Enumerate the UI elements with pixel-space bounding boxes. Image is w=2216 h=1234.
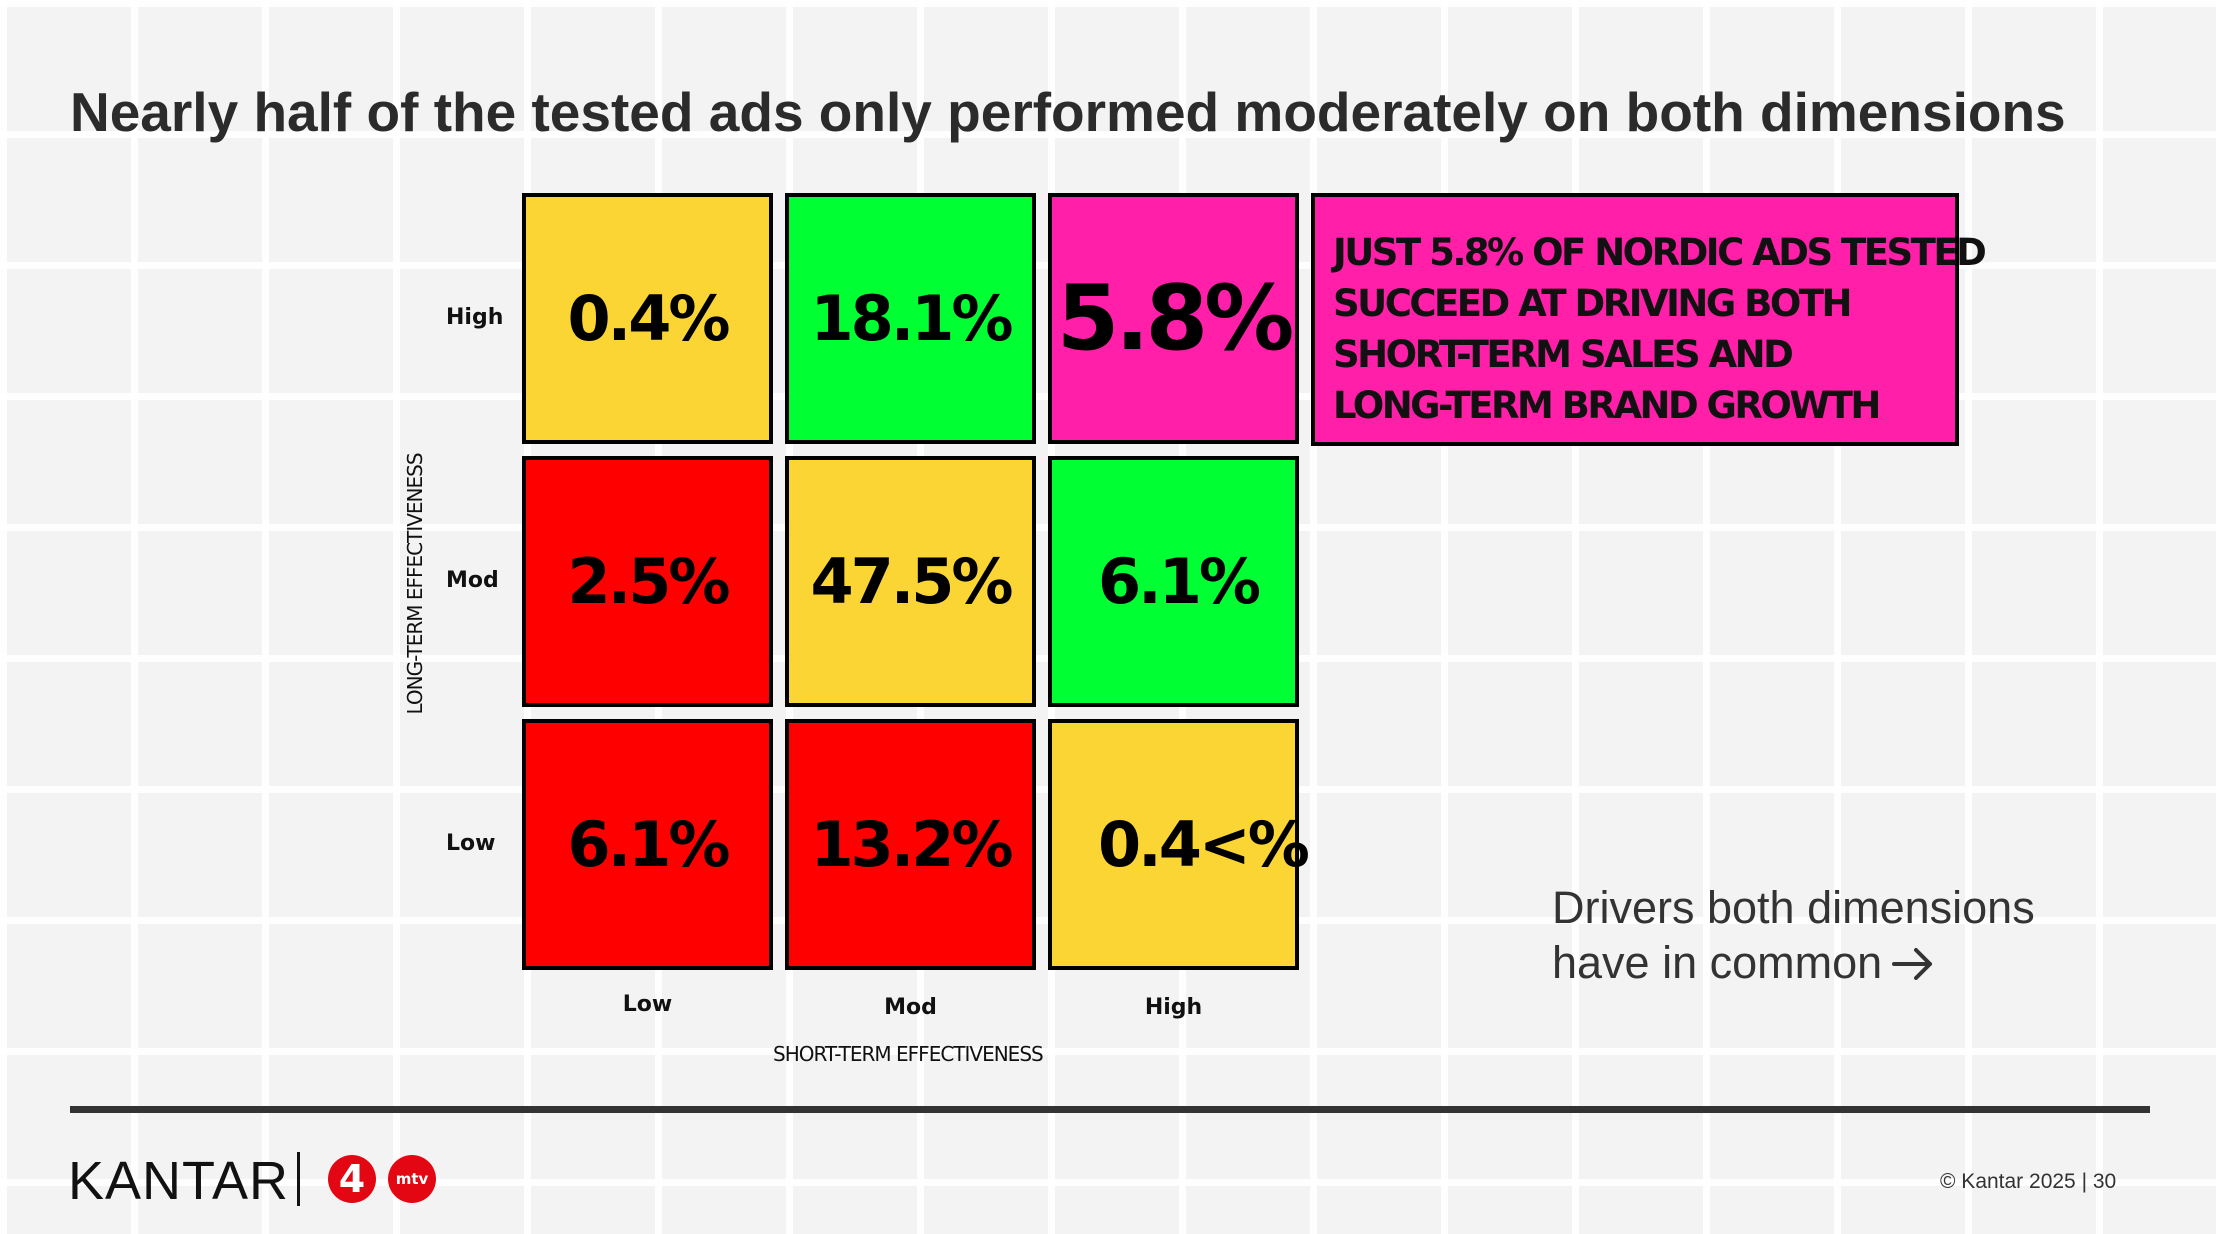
matrix-cell-high-low: 0.4%	[522, 193, 773, 444]
matrix-cell-high-high: 5.8%	[1048, 193, 1299, 444]
x-axis-title: SHORT-TERM EFFECTIVENESS	[773, 1042, 1044, 1066]
mtv-logo: mtv	[388, 1155, 436, 1203]
matrix-cell-low-low: 6.1%	[522, 719, 773, 970]
footer-divider	[70, 1106, 2150, 1113]
matrix-cell-low-mod: 13.2%	[785, 719, 1036, 970]
callout-line: SHORT-TERM SALES AND	[1333, 333, 1794, 376]
arrow-right-icon	[1892, 939, 1936, 994]
matrix-cell-low-high: 0.4<%	[1048, 719, 1310, 970]
slide-title: Nearly half of the tested ads only perfo…	[70, 81, 2066, 143]
x-tick-label: Mod	[884, 995, 937, 1020]
drivers-link[interactable]: Drivers both dimensions have in common	[1552, 880, 2035, 994]
logo-divider	[297, 1152, 300, 1206]
matrix-cell-mod-high: 6.1%	[1048, 456, 1299, 707]
y-axis-title: LONG-TERM EFFECTIVENESS	[403, 453, 427, 715]
tv4-logo: 4	[328, 1155, 376, 1203]
y-tick-label: High	[446, 304, 504, 330]
matrix-cell-mod-low: 2.5%	[522, 456, 773, 707]
callout-line: LONG-TERM BRAND GROWTH	[1333, 384, 1881, 427]
matrix-cell-mod-mod: 47.5%	[785, 456, 1036, 707]
copyright-text: © Kantar 2025 | 30	[1940, 1170, 2117, 1193]
y-tick-label: Mod	[446, 567, 499, 593]
callout-line: JUST 5.8% OF NORDIC ADS TESTED	[1333, 231, 1987, 274]
x-tick-label: High	[1144, 995, 1203, 1020]
x-tick-label: Low	[622, 992, 673, 1017]
matrix-cell-high-mod: 18.1%	[785, 193, 1036, 444]
callout-line: SUCCEED AT DRIVING BOTH	[1333, 282, 1852, 325]
kantar-logo: KANTAR	[68, 1151, 290, 1211]
drivers-line-2: have in common	[1552, 937, 1883, 988]
drivers-line-1: Drivers both dimensions	[1552, 882, 2035, 933]
callout-box: JUST 5.8% OF NORDIC ADS TESTED SUCCEED A…	[1311, 193, 1987, 446]
y-tick-label: Low	[446, 830, 496, 856]
